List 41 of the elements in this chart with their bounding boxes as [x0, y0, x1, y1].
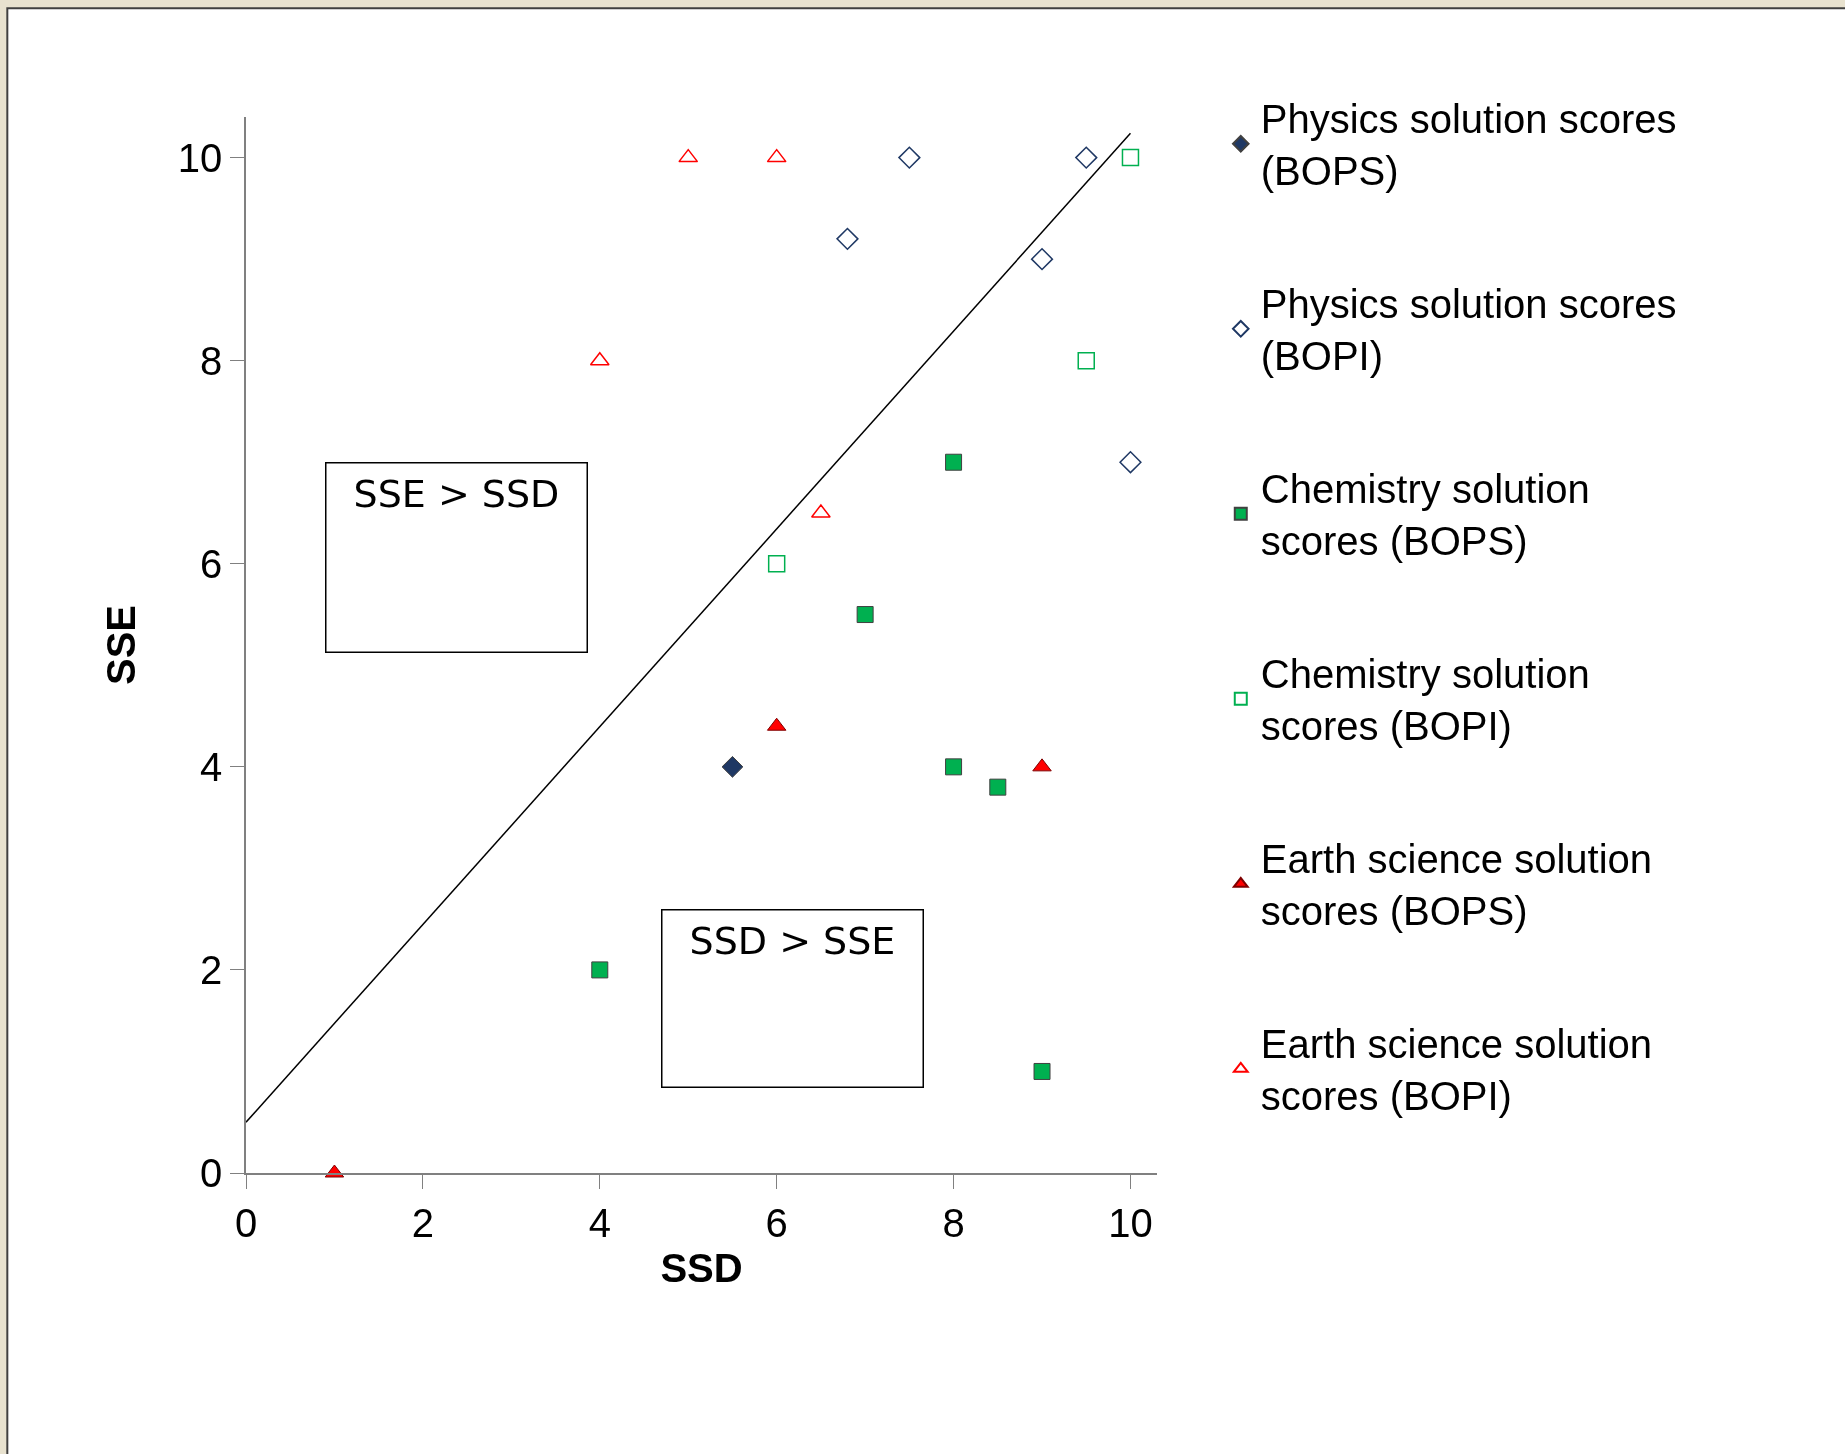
legend-label: Chemistry solution scores (BOPI): [1260, 652, 1590, 749]
point: [1121, 148, 1140, 167]
point: [767, 555, 786, 573]
x-tick-label: 4: [588, 1200, 611, 1245]
annotation: SSE > SSD: [353, 471, 560, 516]
legend-label: Physics solution scores (BOPS): [1260, 97, 1677, 194]
point: [721, 755, 744, 778]
y-tick-label: 8: [200, 338, 223, 383]
point: [1033, 1062, 1051, 1080]
point: [1032, 758, 1052, 772]
y-axis-title: SSE: [98, 604, 143, 686]
point: [989, 778, 1007, 796]
legend-label: Physics solution scores (BOPI): [1260, 282, 1677, 379]
x-tick-label: 10: [1108, 1200, 1153, 1245]
x-tick-label: 8: [942, 1200, 965, 1245]
point: [898, 146, 921, 169]
legend-label: Earth science solution scores (BOPI): [1260, 1022, 1653, 1119]
legend-label: Chemistry solution scores (BOPS): [1260, 467, 1590, 564]
x-axis-title: SSD: [660, 1245, 743, 1290]
point: [678, 148, 699, 163]
annotation: SSD > SSE: [689, 918, 896, 963]
point: [591, 961, 609, 979]
x-tick-label: 2: [411, 1200, 435, 1245]
x-tick-label: 0: [234, 1200, 258, 1245]
point: [1075, 146, 1098, 169]
y-tick-label: 6: [200, 541, 223, 586]
y-tick-label: 2: [200, 947, 223, 992]
point: [856, 606, 874, 624]
point: [1119, 451, 1142, 474]
point: [945, 453, 963, 471]
y-tick-label: 4: [200, 744, 223, 789]
x-tick-label: 6: [765, 1200, 788, 1245]
y-tick-label: 0: [200, 1151, 223, 1195]
y-tick-label: 10: [177, 135, 223, 180]
legend-label: Earth science solution scores (BOPS): [1260, 837, 1653, 934]
point: [1030, 248, 1054, 271]
point: [1077, 351, 1095, 370]
point: [836, 227, 859, 250]
point: [945, 758, 963, 776]
point: [589, 351, 610, 366]
point: [766, 148, 787, 163]
